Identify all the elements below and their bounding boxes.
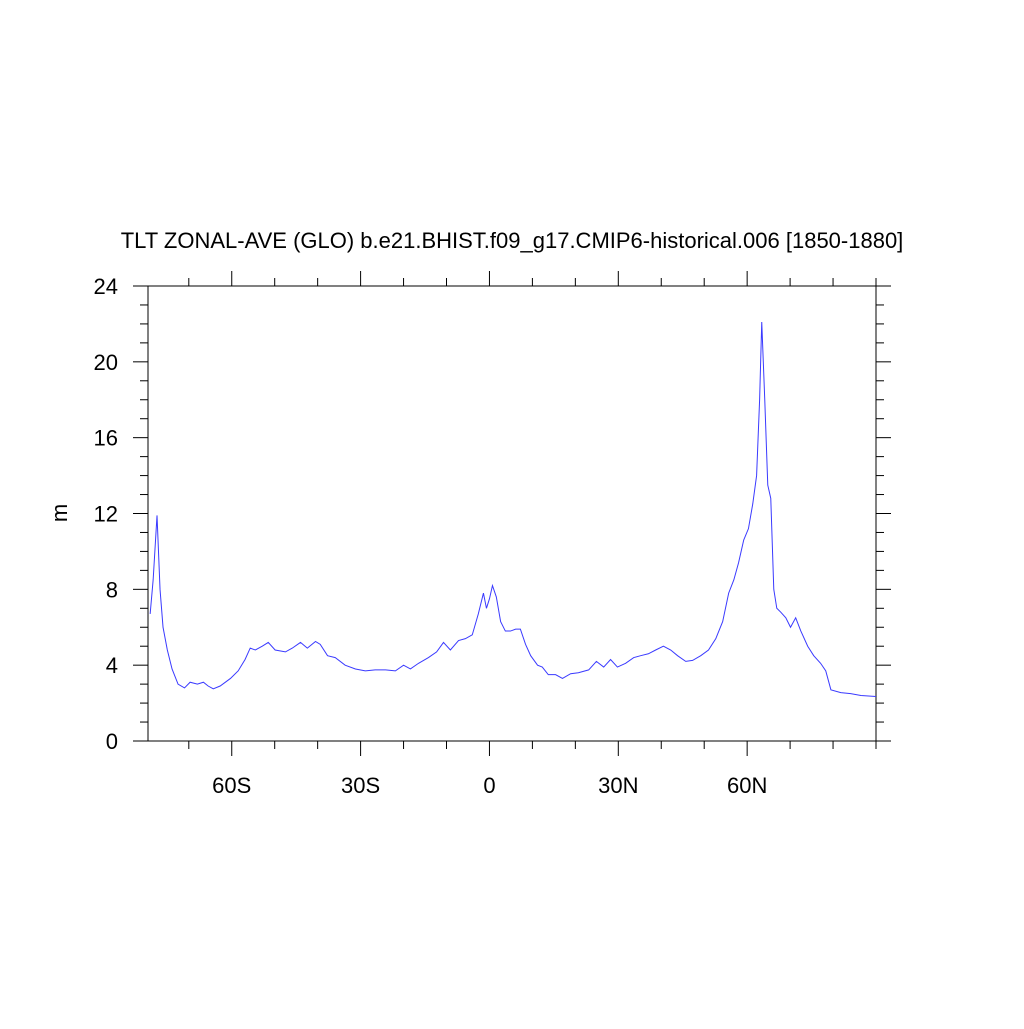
data-line xyxy=(149,322,877,697)
x-tick-label: 60S xyxy=(212,773,251,798)
x-tick-label: 30N xyxy=(598,773,638,798)
x-tick-label: 0 xyxy=(483,773,495,798)
y-tick-label: 16 xyxy=(94,426,118,451)
y-axis-label: m xyxy=(47,504,72,522)
y-tick-label: 8 xyxy=(106,577,118,602)
x-tick-label: 60N xyxy=(727,773,767,798)
y-tick-label: 24 xyxy=(94,274,118,299)
y-tick-label: 4 xyxy=(106,653,118,678)
x-tick-label: 30S xyxy=(341,773,380,798)
y-tick-label: 12 xyxy=(94,502,118,527)
y-tick-label: 20 xyxy=(94,350,118,375)
plot-frame xyxy=(147,285,877,742)
y-tick-label: 0 xyxy=(106,729,118,754)
chart-title: TLT ZONAL-AVE (GLO) b.e21.BHIST.f09_g17.… xyxy=(121,228,904,253)
